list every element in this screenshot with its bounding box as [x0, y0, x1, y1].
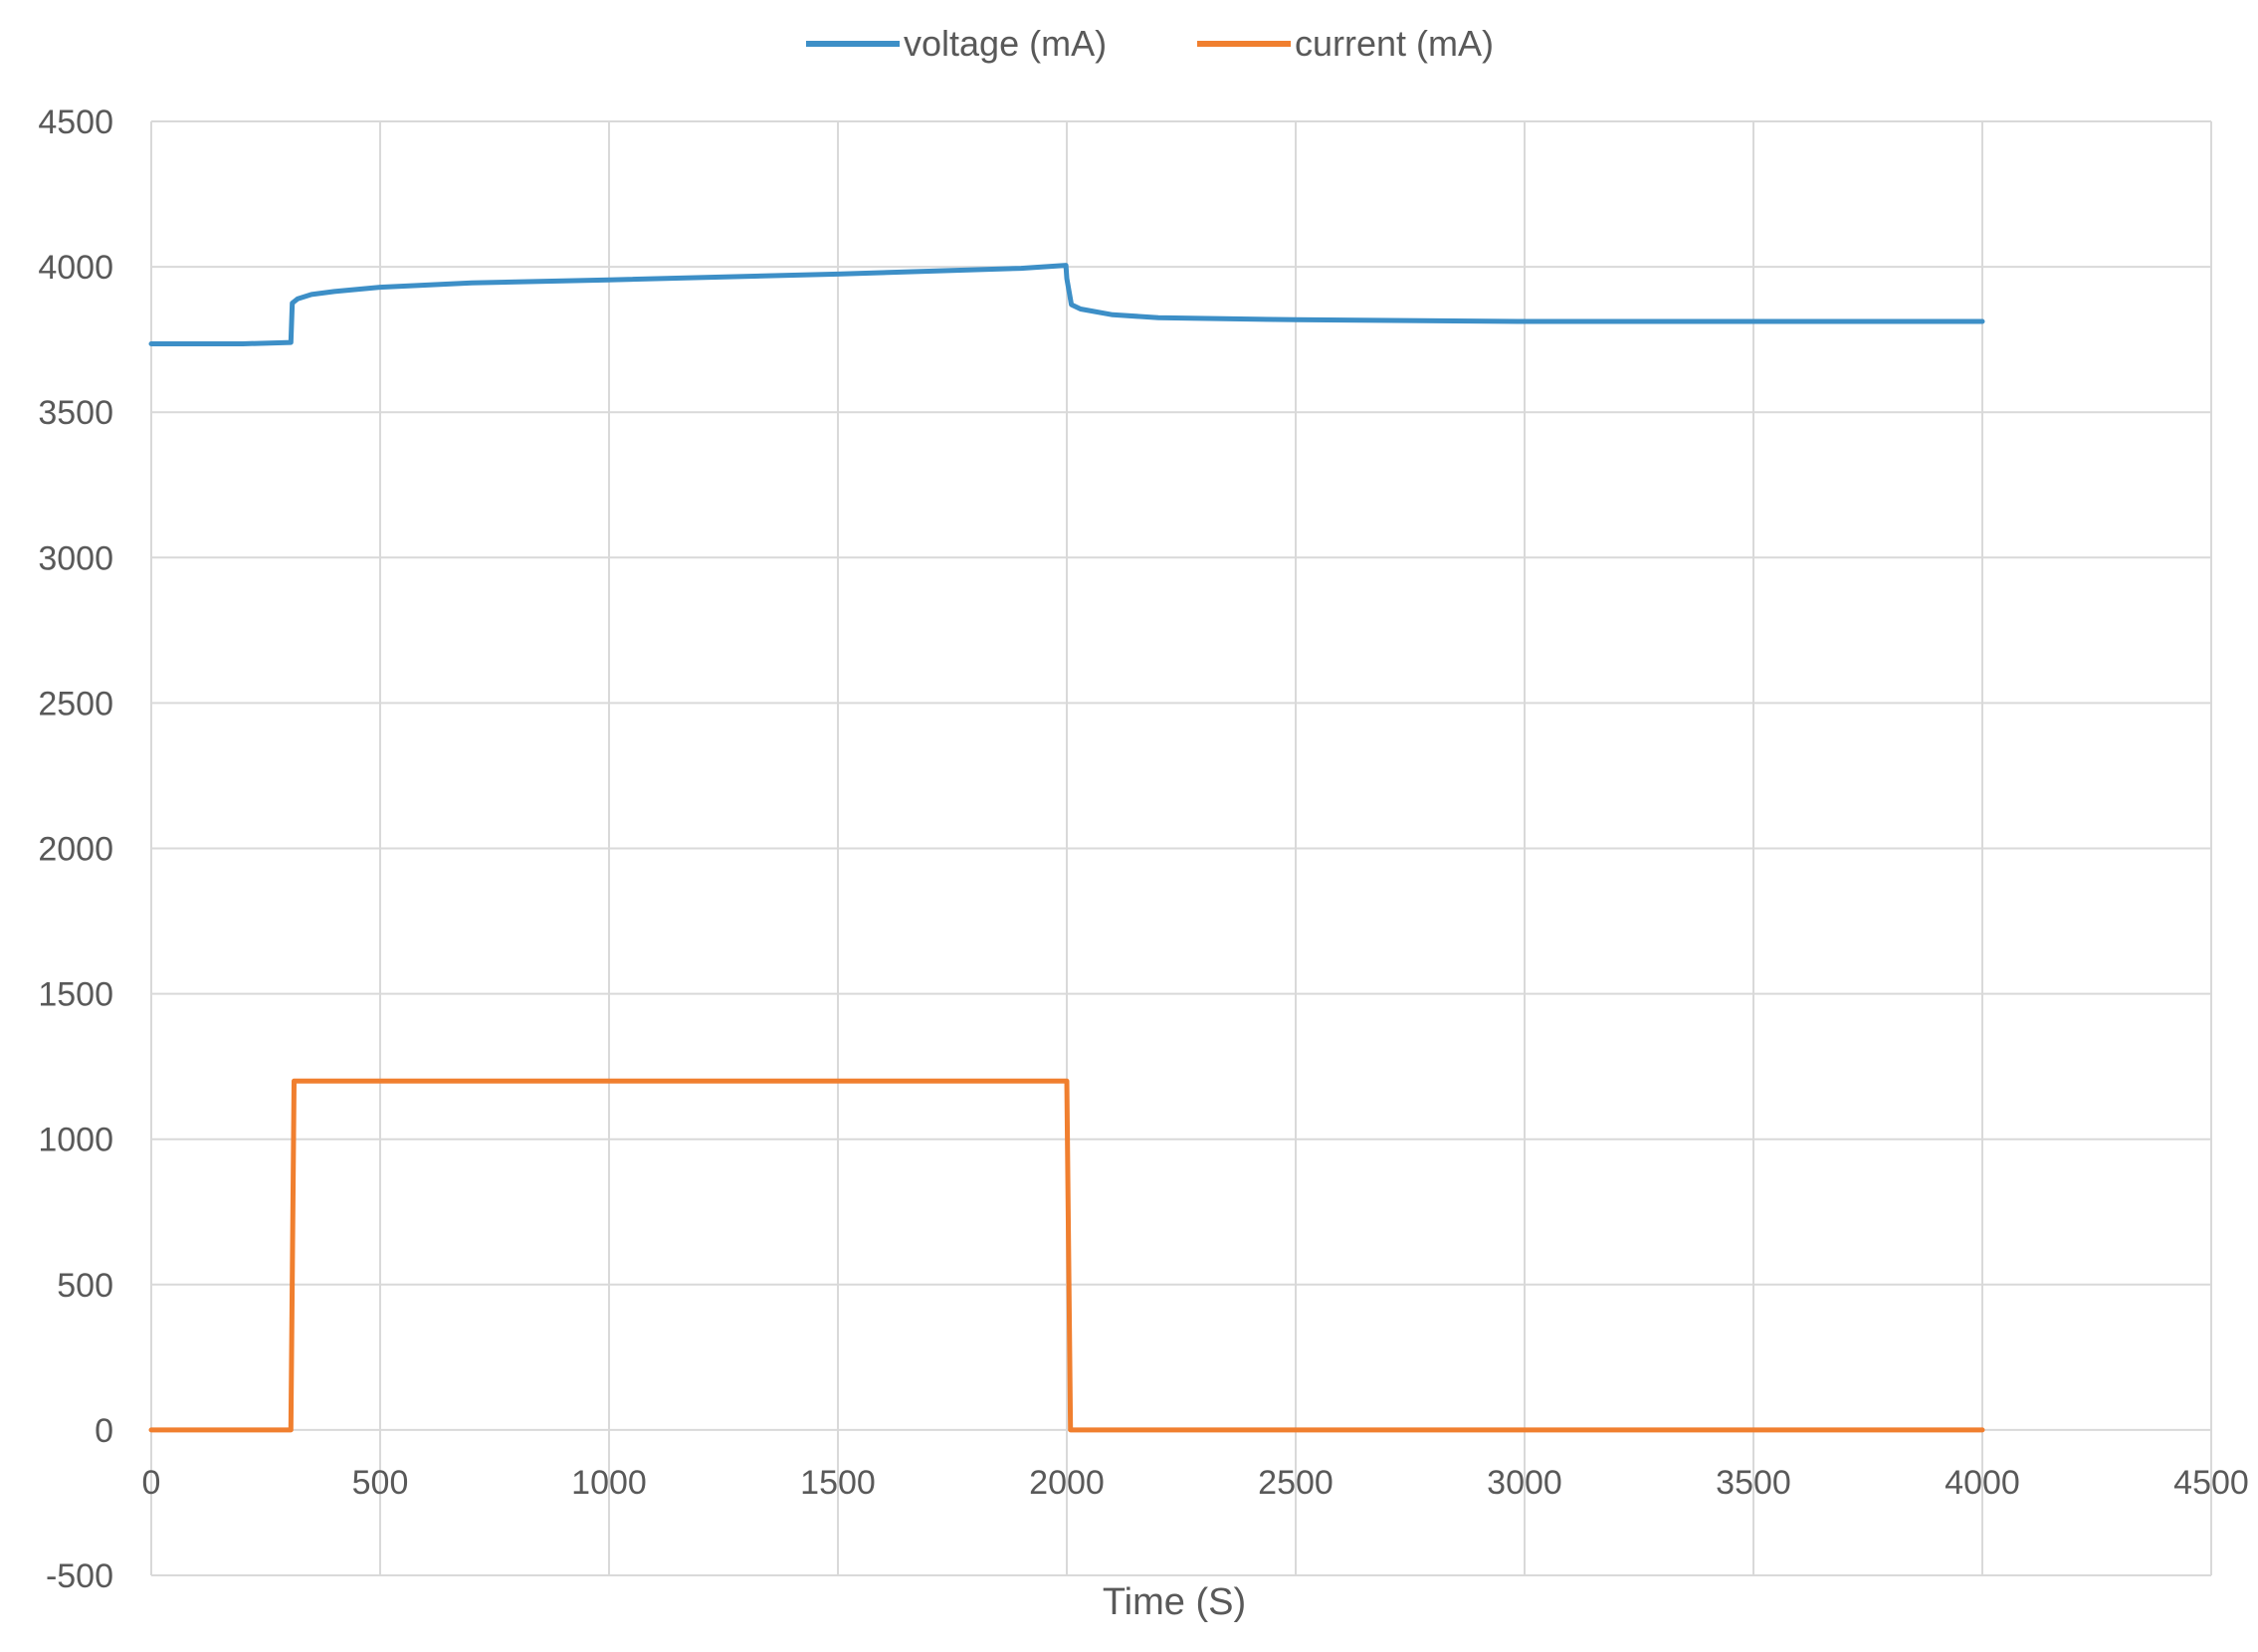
y-tick-label: 2000	[38, 831, 113, 869]
legend-label: current (mA)	[1295, 23, 1494, 64]
y-tick-label: 3000	[38, 539, 113, 577]
x-tick-label: 2000	[1029, 1464, 1105, 1502]
x-tick-label: 1000	[571, 1464, 647, 1502]
series-line-current	[148, 1078, 1985, 1433]
series-line-voltage	[148, 263, 1985, 346]
x-tick-label: 500	[352, 1464, 409, 1502]
y-tick-label: 0	[95, 1412, 113, 1450]
legend-label: voltage (mA)	[904, 23, 1107, 64]
y-tick-label: -500	[46, 1557, 113, 1595]
legend-item-current: current (mA)	[1197, 23, 1494, 64]
x-tick-label: 0	[142, 1464, 161, 1502]
legend: voltage (mA) current (mA)	[806, 23, 1494, 64]
y-tick-label: 4500	[38, 103, 113, 141]
y-tick-label: 1000	[38, 1122, 113, 1159]
x-tick-label: 4000	[1945, 1464, 2020, 1502]
y-tick-label: 3500	[38, 394, 113, 432]
y-tick-label: 2500	[38, 685, 113, 723]
y-tick-label: 4000	[38, 249, 113, 287]
x-tick-label: 3500	[1716, 1464, 1791, 1502]
x-tick-label: 1500	[800, 1464, 876, 1502]
x-axis-title: Time (S)	[1103, 1581, 1246, 1623]
x-tick-label: 3000	[1487, 1464, 1562, 1502]
grid	[150, 120, 2212, 1576]
tick-labels: -500 0 500 1000 1500 2000 2500 3000 3500 4000 4500…	[38, 103, 2248, 1595]
y-tick-label: 1500	[38, 976, 113, 1014]
y-tick-label: 500	[57, 1267, 113, 1305]
legend-item-voltage: voltage (mA)	[806, 23, 1107, 64]
x-tick-label: 2500	[1258, 1464, 1334, 1502]
x-tick-label: 4500	[2173, 1464, 2249, 1502]
series-layer	[148, 263, 1985, 1433]
